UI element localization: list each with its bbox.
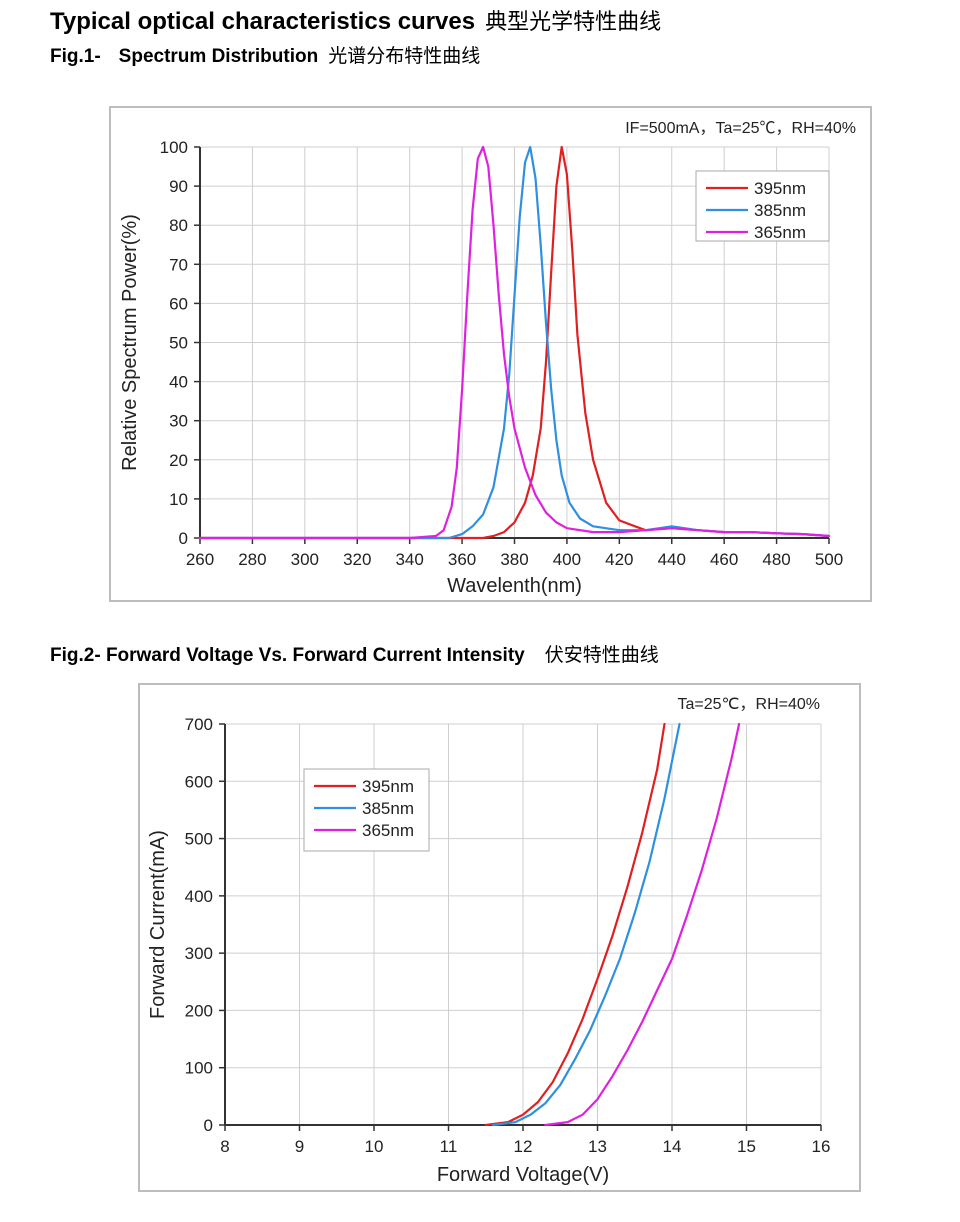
legend-box: [303, 768, 430, 852]
x-tick-label: 260: [186, 550, 214, 569]
x-tick-label: 10: [365, 1137, 384, 1156]
x-tick-label: 500: [815, 550, 843, 569]
x-tick-label: 480: [762, 550, 790, 569]
y-axis-title: Forward Current(mA): [147, 830, 169, 1019]
y-tick-label: 60: [169, 294, 188, 313]
fig1-caption: Fig.1- Spectrum Distribution 光谱分布特性曲线: [50, 41, 480, 68]
x-tick-label: 300: [291, 550, 319, 569]
x-tick-label: 340: [395, 550, 423, 569]
legend-label-365nm: 365nm: [362, 821, 414, 840]
x-tick-label: 460: [710, 550, 738, 569]
x-tick-label: 400: [553, 550, 581, 569]
y-tick-label: 70: [169, 255, 188, 274]
test-condition-label: Ta=25℃，RH=40%: [678, 696, 821, 713]
series-line-395nm: [198, 145, 831, 540]
test-condition-label: IF=500mA，Ta=25℃，RH=40%: [625, 120, 856, 137]
y-tick-label: 40: [169, 373, 188, 392]
y-tick-label: 100: [185, 1059, 213, 1078]
page-title-cn: 典型光学特性曲线: [485, 10, 662, 35]
legend-box: [695, 170, 830, 242]
y-axis-title: Relative Spectrum Power(%): [119, 214, 141, 471]
legend-label-385nm: 385nm: [754, 201, 806, 220]
x-axis-title: Wavelenth(nm): [447, 575, 582, 597]
x-tick-label: 11: [440, 1137, 458, 1156]
y-tick-label: 80: [169, 216, 188, 235]
y-tick-label: 20: [169, 451, 188, 470]
x-tick-label: 320: [343, 550, 371, 569]
y-tick-label: 0: [204, 1116, 213, 1135]
x-tick-label: 440: [658, 550, 686, 569]
page-title: Typical optical characteristics curves 典型…: [50, 4, 661, 36]
series-line-385nm: [492, 722, 681, 1127]
x-tick-label: 13: [588, 1137, 607, 1156]
y-tick-label: 0: [179, 529, 188, 548]
x-axis-title: Forward Voltage(V): [437, 1164, 609, 1186]
fig1-caption-text: Spectrum Distribution: [118, 46, 319, 67]
y-tick-label: 700: [185, 715, 213, 734]
y-tick-label: 200: [185, 1001, 213, 1020]
x-tick-label: 14: [663, 1137, 682, 1156]
x-tick-label: 9: [295, 1137, 304, 1156]
y-tick-label: 400: [185, 887, 213, 906]
fig1-caption-number: Fig.1-: [50, 46, 101, 67]
series-line-385nm: [198, 145, 831, 540]
fig2-caption: Fig.2- Forward Voltage Vs. Forward Curre…: [50, 640, 659, 667]
x-tick-label: 360: [448, 550, 476, 569]
x-tick-label: 16: [812, 1137, 831, 1156]
legend-label-395nm: 395nm: [754, 179, 806, 198]
y-tick-label: 300: [185, 944, 213, 963]
x-tick-label: 8: [220, 1137, 229, 1156]
x-tick-label: 280: [238, 550, 266, 569]
x-tick-label: 12: [514, 1137, 533, 1156]
y-tick-label: 500: [185, 830, 213, 849]
x-tick-label: 420: [605, 550, 633, 569]
fig2-caption-text: Fig.2- Forward Voltage Vs. Forward Curre…: [50, 645, 525, 666]
fig1-caption-cn: 光谱分布特性曲线: [328, 45, 481, 67]
legend-label-385nm: 385nm: [362, 799, 414, 818]
x-tick-label: 15: [737, 1137, 756, 1156]
x-tick-label: 380: [500, 550, 528, 569]
y-tick-label: 10: [169, 490, 188, 509]
fig2-caption-cn: 伏安特性曲线: [544, 644, 659, 666]
chart-frame: [109, 106, 872, 602]
legend-label-395nm: 395nm: [362, 777, 414, 796]
y-tick-label: 600: [185, 772, 213, 791]
series-line-395nm: [484, 722, 666, 1127]
y-tick-label: 50: [169, 334, 188, 353]
series-line-365nm: [544, 722, 741, 1127]
y-tick-label: 90: [169, 177, 188, 196]
legend-label-365nm: 365nm: [754, 223, 806, 242]
page-title-en: Typical optical characteristics curves: [50, 8, 476, 35]
chart-frame: [138, 683, 861, 1192]
series-line-365nm: [198, 145, 831, 540]
y-tick-label: 100: [160, 138, 188, 157]
y-tick-label: 30: [169, 412, 188, 431]
